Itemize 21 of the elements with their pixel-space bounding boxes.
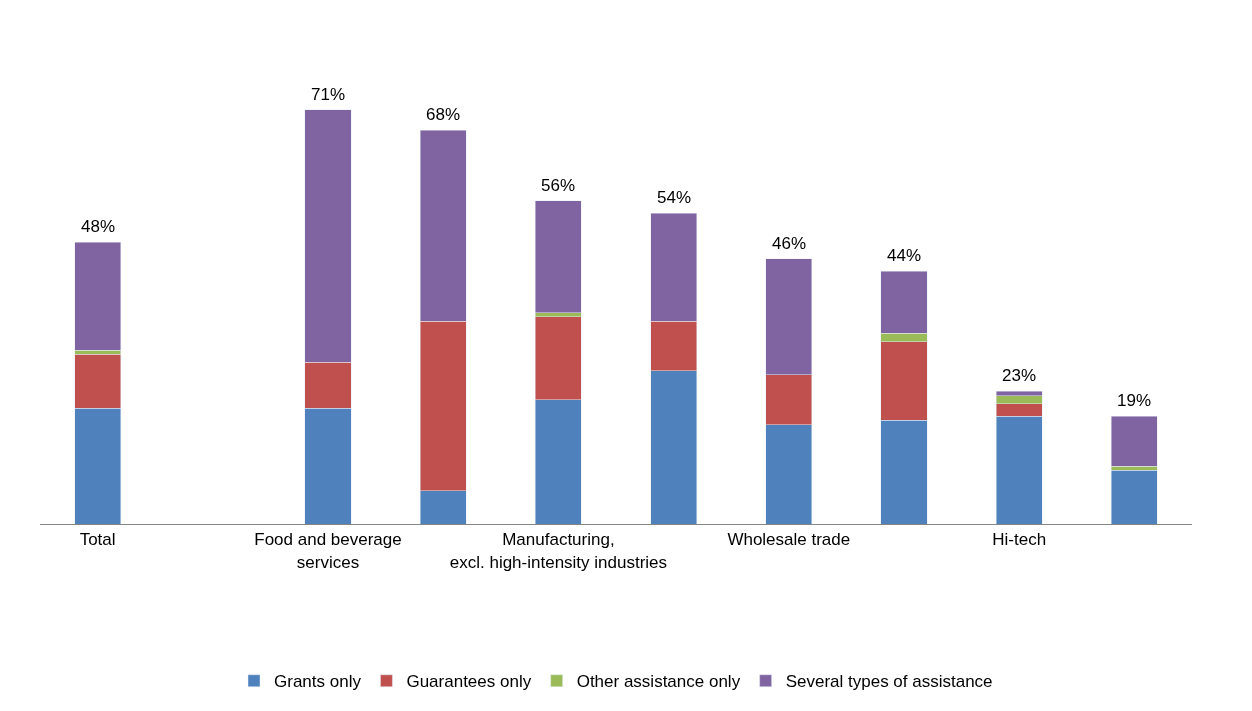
text: 71% <box>311 85 346 104</box>
annotation: 56% <box>541 176 576 195</box>
x-tick-label: Wholesale trade <box>727 530 851 550</box>
annotation: 68% <box>426 105 461 124</box>
bar <box>1111 469 1158 524</box>
x-tick-label: Food and beverage services <box>254 530 402 572</box>
annotation: 44% <box>887 246 922 265</box>
annotation: 54% <box>657 188 692 207</box>
legend-label: Grants only <box>274 672 362 692</box>
x-tick-label: Hi-tech <box>992 530 1047 550</box>
annotation: 23% <box>1002 366 1037 385</box>
legend-label: Guarantees only <box>406 672 532 692</box>
annotation: 46% <box>772 234 807 253</box>
x-tick-label: Manufacturing, excl. high-intensity industries <box>449 530 668 572</box>
legend-label: Other assistance only <box>576 672 741 692</box>
annotation: 19% <box>1117 391 1152 410</box>
legend-label: Several types of assistance <box>785 672 993 692</box>
annotation: 48% <box>81 217 116 236</box>
bar <box>1111 416 1158 467</box>
bar <box>74 242 121 351</box>
x-tick-label: Total <box>79 530 116 550</box>
